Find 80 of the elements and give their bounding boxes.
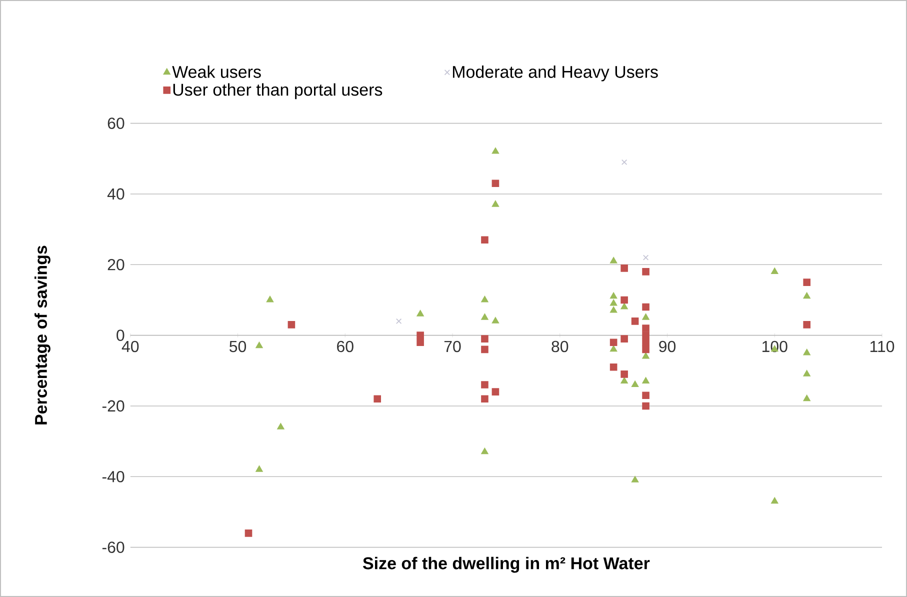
point bbox=[642, 314, 650, 320]
point bbox=[621, 159, 628, 166]
point bbox=[803, 278, 810, 286]
point bbox=[492, 180, 500, 188]
point bbox=[481, 314, 488, 320]
point bbox=[803, 394, 810, 402]
x-tick-label: 40 bbox=[122, 340, 139, 352]
point bbox=[620, 302, 628, 310]
y-tick-label: 0 bbox=[116, 330, 124, 341]
x-tick-label: 90 bbox=[659, 340, 676, 352]
point bbox=[481, 236, 488, 244]
point bbox=[481, 448, 488, 454]
point bbox=[266, 296, 274, 302]
point bbox=[642, 346, 650, 354]
y-tick-label: -40 bbox=[102, 470, 124, 482]
point bbox=[492, 317, 500, 324]
point bbox=[642, 332, 650, 339]
point bbox=[642, 392, 650, 400]
point bbox=[481, 395, 488, 403]
point bbox=[642, 324, 650, 332]
point bbox=[481, 381, 488, 388]
y-axis-title: Percentage of savings bbox=[34, 246, 50, 424]
point bbox=[374, 395, 382, 403]
point bbox=[610, 257, 618, 264]
point bbox=[803, 321, 810, 328]
point bbox=[620, 370, 628, 378]
point bbox=[610, 292, 618, 299]
x-tick-label: 60 bbox=[337, 340, 354, 352]
point bbox=[771, 268, 778, 274]
x-axis-title: Size of the dwelling in m² Hot Water bbox=[362, 556, 650, 573]
point bbox=[620, 377, 628, 384]
point bbox=[256, 466, 263, 472]
point bbox=[771, 497, 778, 504]
point bbox=[620, 335, 628, 342]
point bbox=[620, 264, 628, 272]
point bbox=[642, 268, 650, 276]
point bbox=[492, 388, 500, 396]
y-tick-label: 40 bbox=[107, 188, 124, 200]
legend-label: User other than portal users bbox=[173, 83, 382, 100]
point bbox=[481, 296, 488, 302]
point bbox=[244, 530, 252, 537]
y-tick-label: -20 bbox=[102, 400, 124, 412]
point bbox=[610, 345, 618, 352]
legend-label: Weak users bbox=[172, 65, 261, 78]
point bbox=[610, 299, 618, 306]
point bbox=[642, 352, 650, 359]
y-tick-label: 60 bbox=[108, 118, 124, 129]
point bbox=[642, 402, 650, 410]
legend-label: Moderate and Heavy Users bbox=[452, 65, 658, 82]
point bbox=[256, 342, 263, 348]
point bbox=[610, 338, 618, 346]
point bbox=[481, 346, 488, 354]
point bbox=[416, 338, 424, 346]
point bbox=[803, 370, 810, 376]
point bbox=[803, 292, 810, 299]
x-tick-label: 80 bbox=[552, 340, 568, 352]
point bbox=[642, 338, 650, 346]
point bbox=[610, 363, 618, 371]
y-tick-label: -60 bbox=[102, 542, 124, 553]
point bbox=[631, 318, 639, 325]
y-tick-label: 20 bbox=[108, 258, 124, 270]
point bbox=[631, 380, 639, 388]
point bbox=[610, 306, 618, 313]
point bbox=[396, 318, 402, 324]
point bbox=[642, 303, 650, 311]
point bbox=[492, 200, 500, 207]
point bbox=[492, 148, 500, 154]
point bbox=[277, 423, 284, 430]
point bbox=[803, 348, 810, 356]
x-tick-label: 70 bbox=[444, 340, 461, 352]
point bbox=[288, 321, 296, 328]
point bbox=[642, 377, 650, 384]
point bbox=[642, 254, 649, 260]
point bbox=[416, 332, 424, 339]
x-tick-label: 110 bbox=[870, 340, 894, 352]
point bbox=[416, 310, 424, 316]
x-tick-label: 50 bbox=[230, 340, 246, 352]
point bbox=[631, 476, 639, 482]
point bbox=[481, 335, 488, 342]
point bbox=[620, 296, 628, 304]
